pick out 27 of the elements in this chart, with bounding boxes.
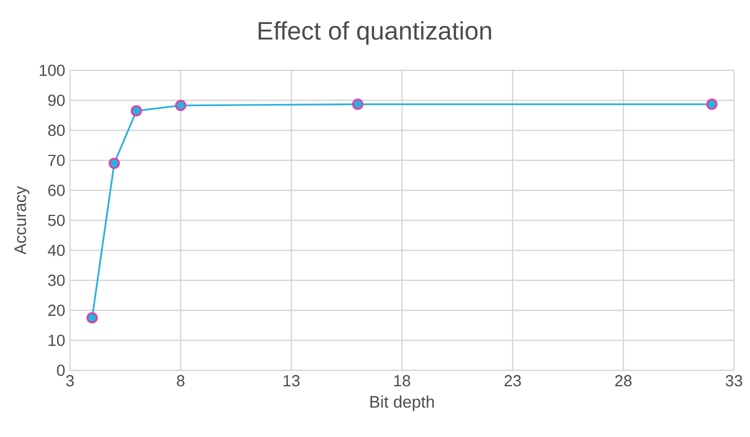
y-tick-label: 60: [48, 184, 65, 196]
y-tick-label: 0: [57, 364, 65, 376]
y-tick-label: 80: [48, 124, 65, 136]
x-tick-label: 33: [726, 375, 742, 386]
x-axis-title: Bit depth: [370, 396, 434, 412]
y-tick-label: 10: [48, 334, 65, 346]
x-tick-label: 13: [284, 375, 300, 386]
point: [108, 158, 120, 169]
y-tick-label: 90: [48, 94, 65, 106]
x-tick-label: 28: [615, 375, 632, 386]
y-tick-label: 100: [40, 64, 65, 76]
y-tick-label: 40: [48, 244, 65, 256]
point: [86, 312, 98, 324]
x-tick-label: 23: [504, 375, 521, 386]
y-tick-label: 50: [48, 214, 65, 226]
y-axis-title: Accuracy: [14, 186, 30, 255]
y-tick-label: 30: [48, 274, 65, 286]
chart-title: Effect of quantization: [258, 21, 492, 45]
point: [706, 98, 718, 110]
point: [175, 100, 186, 112]
point: [130, 105, 142, 116]
point: [352, 98, 364, 110]
x-tick-label: 18: [394, 375, 410, 386]
y-tick-label: 20: [48, 304, 65, 316]
x-tick-label: 8: [176, 375, 184, 386]
y-tick-label: 70: [48, 154, 65, 166]
x-tick-label: 3: [66, 375, 74, 386]
